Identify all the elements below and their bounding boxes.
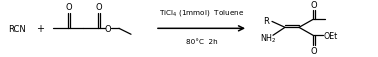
Text: O: O <box>105 24 111 33</box>
Text: R: R <box>263 17 269 25</box>
Text: RCN: RCN <box>8 24 26 33</box>
Text: O: O <box>311 46 317 55</box>
Text: O: O <box>96 3 102 12</box>
Text: TiCl$_4$ (1mmol)  Toluene: TiCl$_4$ (1mmol) Toluene <box>159 8 244 18</box>
Text: O: O <box>311 1 317 10</box>
Text: +: + <box>36 24 44 34</box>
Text: NH$_2$: NH$_2$ <box>260 32 276 45</box>
Text: OEt: OEt <box>324 31 338 40</box>
Text: O: O <box>66 3 72 12</box>
Text: 80°C  2h: 80°C 2h <box>186 39 217 44</box>
